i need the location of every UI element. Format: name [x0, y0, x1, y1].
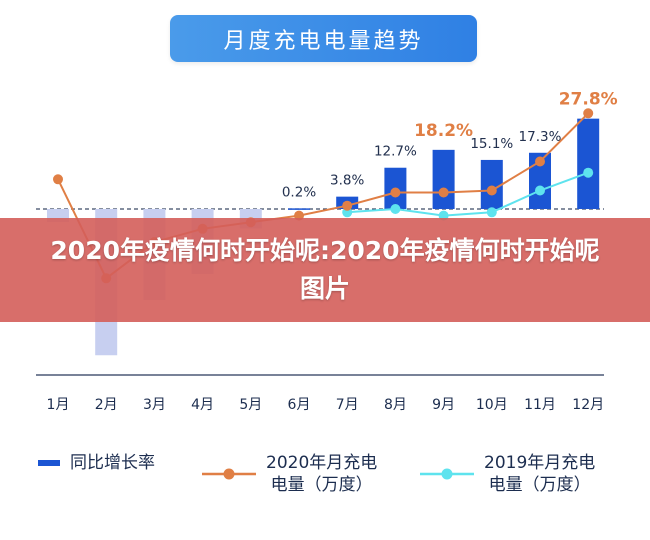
x-tick-label: 10月 [476, 397, 508, 413]
bar-data-label: 15.1% [470, 136, 513, 152]
bar-swatch-icon [38, 460, 60, 466]
series-2020-point [438, 187, 449, 198]
x-tick-label: 11月 [524, 397, 556, 413]
x-tick-label: 3月 [143, 397, 166, 413]
series-2019-point [583, 167, 594, 178]
x-tick-label: 2月 [95, 397, 118, 413]
series-2020-point [390, 187, 401, 198]
bar-data-label: 17.3% [519, 129, 562, 145]
series-2019-line [347, 171, 589, 217]
series-2019-point [535, 185, 545, 196]
bar-data-label: 12.7% [374, 144, 417, 160]
overlay-text: 2020年疫情何时开始呢:2020年疫情何时开始呢图片 [50, 236, 600, 303]
x-tick-label: 5月 [239, 397, 262, 413]
x-tick-label: 6月 [288, 397, 311, 413]
bar-data-label: 0.2% [282, 184, 316, 200]
series-2020-point [583, 108, 594, 119]
legend-item-2020: 2020年月充电 电量（万度） [200, 452, 377, 496]
bar-data-label: 18.2% [414, 121, 473, 141]
x-tick-label: 12月 [572, 397, 604, 413]
legend-label-growth-rate: 同比增长率 [70, 453, 155, 473]
legend-label-2019: 2019年月充电 电量（万度） [484, 453, 596, 495]
bar-11 [529, 152, 551, 209]
x-tick-label: 1月 [47, 397, 70, 413]
series-2020-point [53, 174, 63, 185]
legend-label-2020: 2020年月充电 电量（万度） [266, 453, 378, 495]
legend-item-2019: 2019年月充电 电量（万度） [418, 452, 595, 496]
bar-10 [480, 159, 503, 209]
cyan-line-marker-icon [420, 468, 474, 480]
series-2019-point [390, 204, 401, 214]
legend-item-growth-rate: 同比增长率 [38, 452, 155, 474]
bar-data-label: 27.8% [559, 90, 618, 110]
bar-6 [288, 208, 310, 210]
series-2020-point [342, 200, 353, 211]
series-2020-point [486, 185, 497, 196]
chart-title: 月度充电电量趋势 [170, 15, 477, 62]
x-tick-label: 7月 [336, 397, 359, 413]
overlay-banner: 2020年疫情何时开始呢:2020年疫情何时开始呢图片 [0, 218, 650, 322]
bar-data-label: 3.8% [330, 173, 364, 189]
series-2020-point [535, 156, 545, 167]
bar-12 [577, 118, 600, 209]
x-tick-label: 9月 [432, 397, 455, 413]
bar-9 [432, 149, 455, 209]
series-2019-point [486, 207, 497, 218]
x-tick-label: 4月 [191, 397, 214, 413]
orange-line-marker-icon [202, 468, 256, 480]
x-tick-label: 8月 [384, 397, 407, 413]
